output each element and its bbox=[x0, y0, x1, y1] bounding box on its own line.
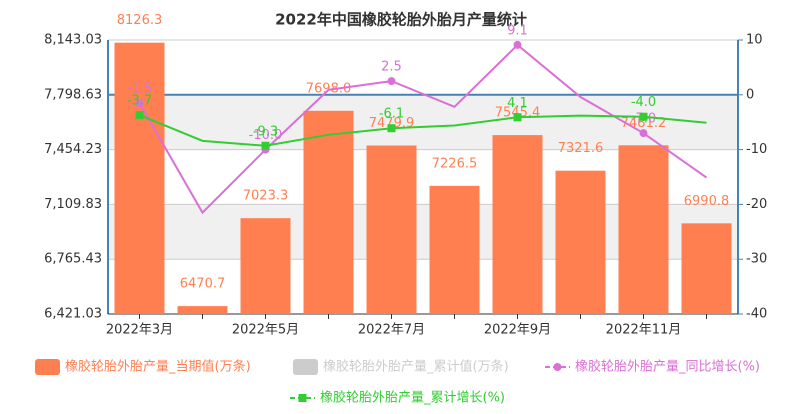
chart-title: 2022年中国橡胶轮胎外胎月产量统计 bbox=[275, 11, 527, 29]
legend-marker bbox=[553, 363, 562, 371]
line-marker bbox=[513, 113, 522, 122]
bar-value-label: 7698.0 bbox=[306, 81, 352, 96]
bar-value-label: 7023.3 bbox=[243, 189, 289, 204]
y2-tick-label: -30 bbox=[746, 252, 767, 267]
line-value-label: -10.0 bbox=[249, 128, 283, 143]
y2-tick-label: -20 bbox=[746, 197, 767, 212]
line-value-label: 2.5 bbox=[381, 60, 402, 75]
y-tick-label: 6,765.43 bbox=[44, 252, 102, 267]
line-value-label: -4.0 bbox=[631, 95, 656, 110]
y2-tick-label: -10 bbox=[746, 142, 767, 157]
bar-value-label: 7321.6 bbox=[558, 141, 604, 156]
line-value-label: -3.7 bbox=[127, 94, 152, 109]
y2-tick-label: -40 bbox=[746, 307, 767, 322]
line-value-label: -1.5 bbox=[127, 82, 152, 97]
bar-value-label: 7226.5 bbox=[432, 156, 478, 171]
legend-swatch bbox=[293, 359, 318, 375]
line bbox=[139, 114, 707, 147]
x-tick-label: 2022年11月 bbox=[606, 323, 682, 338]
line-marker bbox=[261, 141, 270, 150]
bar-value-label: 6470.7 bbox=[180, 277, 226, 292]
bar bbox=[303, 110, 354, 314]
legend-swatch bbox=[35, 359, 60, 375]
line-marker bbox=[135, 111, 144, 120]
grid-band bbox=[108, 94, 738, 150]
bar bbox=[555, 170, 606, 314]
y-tick-label: 8,143.03 bbox=[44, 33, 102, 48]
line-marker bbox=[135, 99, 144, 108]
legend-label: 橡胶轮胎外胎产量_累计值(万条) bbox=[323, 359, 509, 375]
x-tick-label: 2022年5月 bbox=[232, 323, 299, 338]
bar-value-label: 8126.3 bbox=[117, 13, 163, 28]
bar bbox=[366, 145, 417, 314]
bar bbox=[177, 306, 228, 314]
line-marker bbox=[639, 112, 648, 121]
line-value-label: -6.1 bbox=[379, 107, 404, 122]
bar bbox=[429, 185, 480, 314]
y2-tick-label: 10 bbox=[746, 33, 763, 48]
bar bbox=[492, 135, 543, 314]
x-tick-label: 2022年7月 bbox=[358, 323, 425, 338]
legend-label: 橡胶轮胎外胎产量_当期值(万条) bbox=[65, 359, 251, 375]
legend-marker bbox=[298, 394, 307, 402]
y-tick-label: 7,798.63 bbox=[44, 87, 102, 102]
y-tick-label: 6,421.03 bbox=[44, 307, 102, 322]
legend-label: 橡胶轮胎外胎产量_同比增长(%) bbox=[575, 359, 760, 375]
bar bbox=[240, 218, 291, 314]
y-tick-label: 7,454.23 bbox=[44, 142, 102, 157]
line-value-label: 4.1 bbox=[507, 96, 528, 111]
y-tick-label: 7,109.83 bbox=[44, 197, 102, 212]
line bbox=[138, 43, 708, 215]
x-tick-label: 2022年3月 bbox=[106, 323, 173, 338]
x-tick-label: 2022年9月 bbox=[484, 323, 551, 338]
legend-label: 橡胶轮胎外胎产量_累计增长(%) bbox=[320, 390, 505, 406]
line-marker bbox=[513, 40, 522, 49]
y2-tick-label: 0 bbox=[746, 87, 754, 102]
line-marker bbox=[387, 124, 396, 133]
bar bbox=[618, 145, 669, 314]
bar bbox=[681, 223, 732, 314]
line-value-label: 9.1 bbox=[507, 23, 528, 38]
bar-value-label: 6990.8 bbox=[684, 194, 730, 209]
line-marker bbox=[387, 77, 396, 86]
line-value-label: -9.3 bbox=[253, 124, 278, 139]
line-marker bbox=[639, 129, 648, 138]
bar bbox=[114, 42, 165, 314]
